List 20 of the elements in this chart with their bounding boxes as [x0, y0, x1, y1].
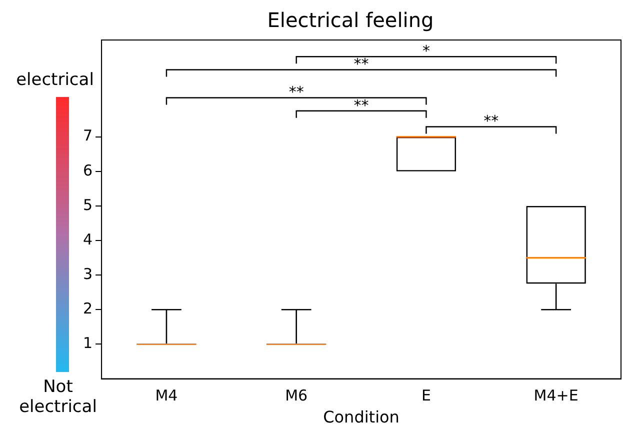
- annotation: *: [422, 42, 430, 60]
- chart-title: Electrical feeling: [267, 8, 434, 32]
- x-axis-title: Condition: [323, 408, 400, 427]
- x-tick-label: E: [421, 386, 431, 405]
- y-tick-label: 3: [82, 264, 93, 283]
- y-tick-label: 2: [82, 300, 93, 318]
- y-tick-label: 7: [82, 126, 93, 145]
- y-tick-label: 1: [82, 334, 93, 352]
- text: Not electrical: [18, 377, 98, 417]
- x-tick-label: M6: [285, 386, 308, 405]
- y-tick-label: 4: [82, 230, 93, 248]
- y-tick-label: 6: [82, 161, 93, 180]
- annotation: **: [354, 96, 370, 114]
- annotation: **: [484, 112, 500, 130]
- x-tick-label: M4+E: [534, 386, 578, 405]
- annotation: **: [354, 55, 370, 74]
- annotation: **: [288, 83, 304, 102]
- text: electrical: [15, 70, 95, 90]
- x-tick-label: M4: [155, 386, 178, 405]
- y-tick-label: 5: [82, 196, 93, 214]
